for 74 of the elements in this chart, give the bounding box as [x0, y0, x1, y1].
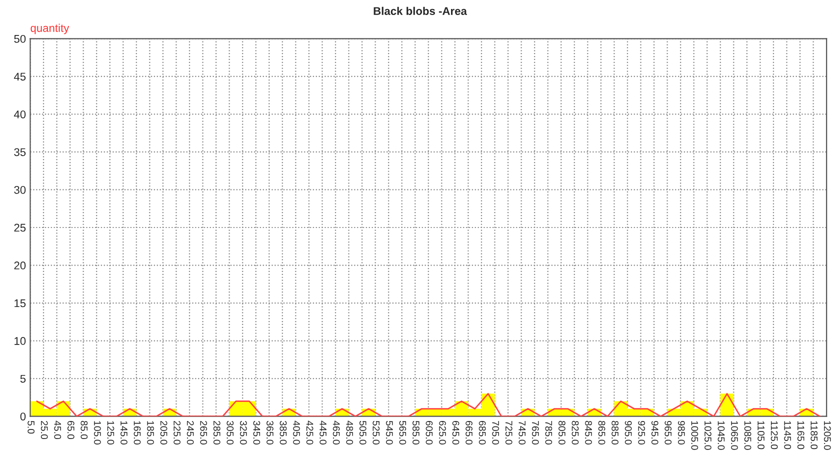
- x-tick-label: 685.0: [478, 420, 486, 444]
- x-tick-label: 245.0: [186, 420, 194, 444]
- x-tick-label: 465.0: [332, 420, 340, 444]
- x-tick-label: 1085.0: [744, 421, 752, 450]
- y-tick-label: 0: [20, 412, 26, 420]
- x-tick-label: 125.0: [107, 421, 114, 444]
- y-tick-label: 10: [14, 337, 26, 345]
- x-tick-label: 365.0: [266, 420, 274, 444]
- x-tick-label: 65.0: [67, 420, 74, 440]
- x-tick-label: 965.0: [664, 420, 672, 444]
- x-tick-label: 405.0: [293, 420, 300, 444]
- x-tick-label: 85.0: [80, 420, 88, 440]
- x-tick-label: 585.0: [412, 420, 420, 444]
- x-tick-label: 985.0: [678, 420, 685, 444]
- x-tick-label: 425.0: [306, 420, 314, 444]
- chart-title: Black blobs -Area: [374, 6, 468, 15]
- x-tick-label: 1025.0: [704, 421, 712, 450]
- x-tick-label: 545.0: [386, 420, 393, 444]
- x-tick-label: 345.0: [253, 420, 260, 444]
- y-tick-label: 35: [14, 148, 26, 156]
- x-tick-label: 325.0: [240, 420, 247, 444]
- x-tick-label: 105.0: [94, 421, 101, 444]
- x-tick-label: 1165.0: [797, 421, 804, 450]
- x-tick-label: 725.0: [505, 420, 512, 444]
- y-tick-label: 20: [14, 262, 26, 270]
- x-tick-label: 1045.0: [718, 421, 725, 450]
- x-tick-label: 825.0: [572, 420, 579, 444]
- x-tick-label: 1105.0: [758, 421, 764, 450]
- x-tick-label: 1005.0: [691, 421, 698, 450]
- x-tick-label: 165.0: [134, 421, 141, 444]
- x-tick-label: 705.0: [492, 420, 500, 444]
- x-tick-label: 745.0: [518, 420, 526, 444]
- x-tick-label: 385.0: [280, 420, 287, 444]
- x-tick-label: 265.0: [200, 420, 208, 444]
- y-tick-label: 25: [14, 224, 26, 232]
- x-tick-label: 285.0: [213, 420, 220, 444]
- x-tick-label: 865.0: [598, 420, 606, 444]
- x-tick-label: 445.0: [320, 420, 326, 444]
- y-tick-label: 30: [14, 186, 26, 194]
- x-tick-label: 1125.0: [770, 421, 778, 450]
- x-tick-label: 1205.0: [824, 421, 831, 450]
- x-tick-label: 565.0: [399, 420, 406, 444]
- y-tick-label: 15: [14, 299, 26, 308]
- y-tick-label: 50: [14, 34, 26, 43]
- x-tick-label: 225.0: [174, 420, 181, 444]
- x-tick-label: 305.0: [226, 420, 234, 444]
- y-tick-label: 45: [14, 72, 26, 81]
- x-tick-label: 25.0: [40, 420, 48, 440]
- x-tick-label: 505.0: [359, 420, 366, 444]
- x-tick-label: 945.0: [651, 420, 658, 444]
- x-tick-label: 185.0: [147, 421, 154, 444]
- x-tick-label: 845.0: [585, 420, 592, 444]
- x-tick-label: 785.0: [545, 420, 552, 444]
- x-tick-label: 205.0: [160, 420, 168, 444]
- x-tick-label: 145.0: [120, 421, 128, 444]
- x-tick-label: 1145.0: [784, 421, 792, 450]
- x-tick-label: 5.0: [28, 420, 35, 434]
- y-tick-label: 5: [20, 374, 26, 383]
- x-tick-label: 485.0: [346, 420, 354, 444]
- x-tick-label: 605.0: [426, 420, 433, 444]
- x-tick-label: 925.0: [638, 420, 646, 444]
- x-tick-label: 765.0: [532, 420, 539, 444]
- y-tick-label: 40: [14, 110, 26, 118]
- x-tick-label: 885.0: [612, 420, 618, 444]
- x-tick-label: 625.0: [439, 420, 446, 444]
- x-tick-label: 905.0: [624, 420, 632, 444]
- x-tick-label: 645.0: [452, 420, 460, 444]
- x-tick-label: 665.0: [466, 420, 472, 444]
- y-axis-title: quantity: [30, 24, 70, 34]
- x-tick-label: 45.0: [54, 420, 62, 440]
- x-tick-label: 1185.0: [810, 421, 818, 450]
- x-tick-label: 1065.0: [731, 421, 738, 450]
- x-tick-label: 805.0: [558, 420, 566, 444]
- x-tick-label: 525.0: [372, 420, 380, 444]
